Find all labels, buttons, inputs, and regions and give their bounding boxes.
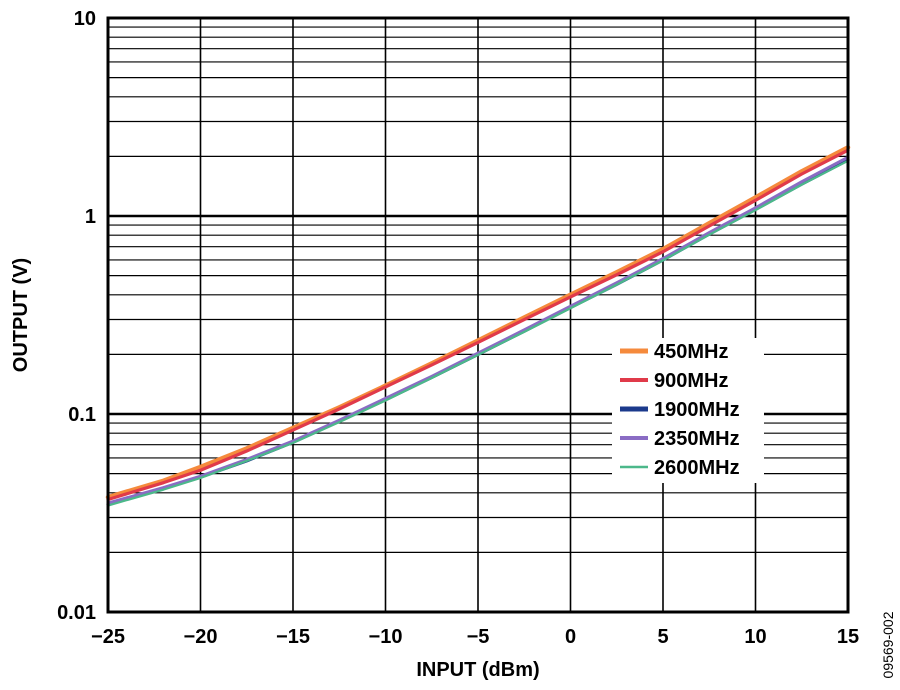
legend-label-1900mhz: 1900MHz <box>654 399 740 421</box>
x-tick-label: −20 <box>184 626 218 648</box>
series-line-2600mhz <box>106 159 850 507</box>
x-tick-label: −10 <box>369 626 403 648</box>
y-tick-label: 10 <box>74 8 96 30</box>
x-tick-labels: −25 −20 −15 −10 −5 0 5 10 15 <box>91 626 859 648</box>
y-tick-label: 1 <box>85 206 96 228</box>
legend-label-2350mhz: 2350MHz <box>654 428 740 450</box>
series-layer <box>105 145 851 507</box>
x-tick-label: 0 <box>565 626 576 648</box>
x-tick-label: −15 <box>276 626 310 648</box>
series-line-450mhz <box>105 145 851 500</box>
grid-layer <box>107 18 849 614</box>
y-axis-title: OUTPUT (V) <box>10 258 32 372</box>
legend-label-450mhz: 450MHz <box>654 341 728 363</box>
y-tick-label: 0.1 <box>68 404 96 426</box>
x-tick-label: 15 <box>837 626 859 648</box>
figure-id: 09569-002 <box>880 611 896 678</box>
y-tick-labels: 0.01 0.1 1 10 <box>57 8 96 624</box>
x-axis-title: INPUT (dBm) <box>416 659 539 681</box>
legend-label-2600mhz: 2600MHz <box>654 457 740 479</box>
x-tick-label: 5 <box>657 626 668 648</box>
series-line-900mhz <box>106 148 850 502</box>
x-tick-label: −25 <box>91 626 125 648</box>
y-tick-label: 0.01 <box>57 602 96 624</box>
x-tick-label: 10 <box>744 626 766 648</box>
series-line-2350mhz <box>106 155 850 505</box>
x-tick-label: −5 <box>467 626 490 648</box>
legend: 450MHz 900MHz 1900MHz 2350MHz 2600MHz <box>612 338 764 483</box>
plot-frame <box>106 16 850 614</box>
legend-label-900mhz: 900MHz <box>654 370 728 392</box>
